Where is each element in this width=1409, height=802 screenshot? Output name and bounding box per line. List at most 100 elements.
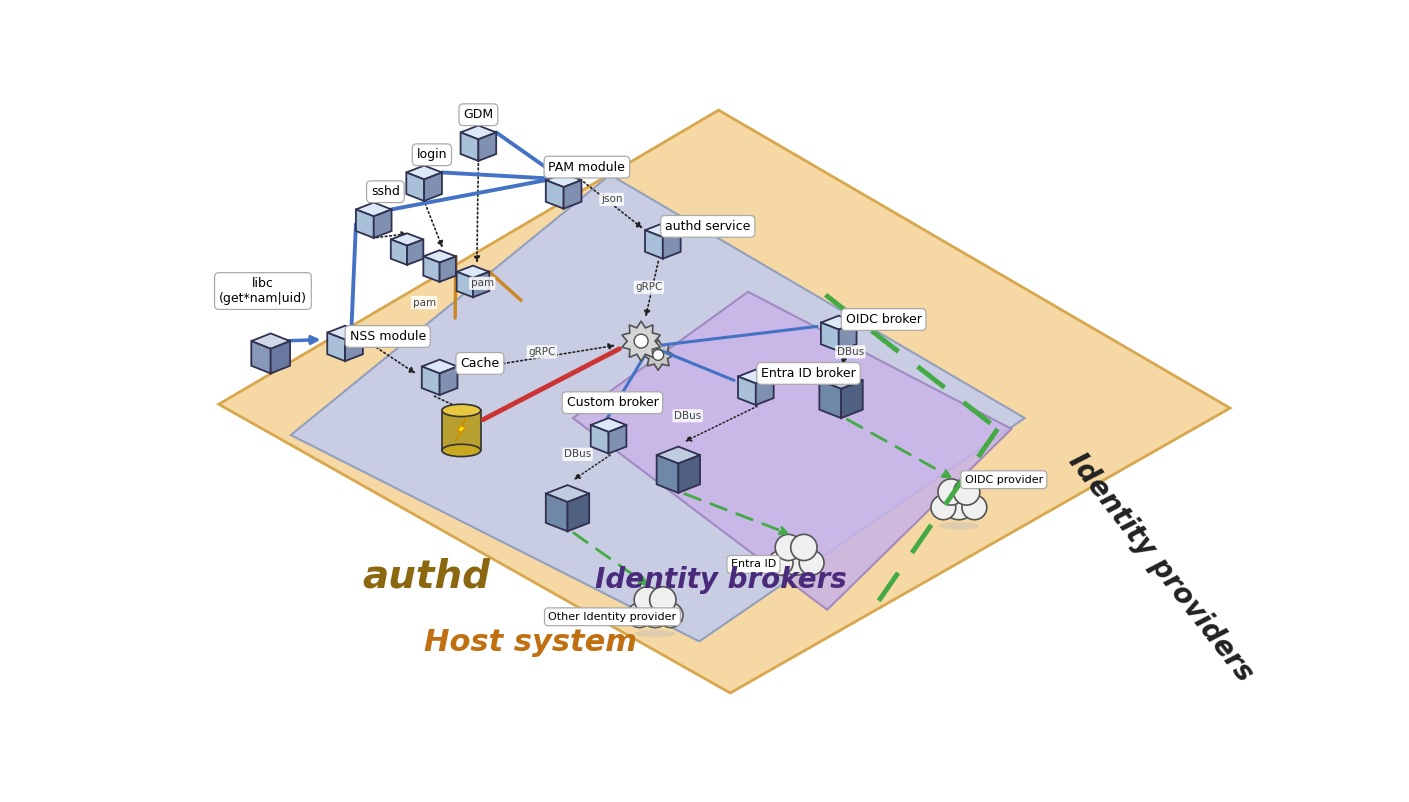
- Text: Entra ID broker: Entra ID broker: [761, 367, 855, 380]
- Text: sshd: sshd: [371, 185, 400, 198]
- Polygon shape: [573, 292, 1012, 610]
- Polygon shape: [423, 250, 457, 262]
- Polygon shape: [820, 372, 862, 389]
- Circle shape: [634, 587, 661, 613]
- Circle shape: [938, 479, 964, 505]
- Polygon shape: [461, 125, 496, 140]
- Ellipse shape: [442, 444, 480, 456]
- Polygon shape: [356, 202, 392, 217]
- Polygon shape: [440, 367, 458, 395]
- Polygon shape: [327, 333, 345, 361]
- Polygon shape: [821, 316, 857, 330]
- Text: gRPC: gRPC: [635, 282, 662, 292]
- Text: gRPC: gRPC: [528, 347, 555, 357]
- Polygon shape: [473, 272, 489, 298]
- Polygon shape: [645, 223, 681, 237]
- Polygon shape: [440, 257, 457, 282]
- Polygon shape: [662, 230, 681, 259]
- Text: Identity brokers: Identity brokers: [595, 565, 847, 593]
- Circle shape: [652, 350, 664, 360]
- Polygon shape: [545, 173, 582, 187]
- Polygon shape: [218, 110, 1230, 693]
- Text: Custom broker: Custom broker: [566, 396, 658, 409]
- FancyBboxPatch shape: [442, 411, 480, 451]
- Polygon shape: [356, 209, 373, 238]
- Polygon shape: [327, 326, 364, 339]
- Polygon shape: [345, 333, 364, 361]
- Polygon shape: [645, 230, 662, 259]
- Circle shape: [634, 334, 648, 348]
- Polygon shape: [373, 209, 392, 238]
- Text: login: login: [417, 148, 447, 161]
- Circle shape: [775, 534, 802, 561]
- Polygon shape: [390, 240, 407, 265]
- Polygon shape: [423, 257, 440, 282]
- Text: DBus: DBus: [674, 411, 702, 421]
- Text: Other Identity provider: Other Identity provider: [548, 612, 676, 622]
- Polygon shape: [390, 233, 423, 245]
- Ellipse shape: [442, 404, 480, 416]
- Circle shape: [768, 550, 793, 575]
- Polygon shape: [251, 341, 271, 374]
- Polygon shape: [657, 455, 678, 492]
- Polygon shape: [755, 376, 774, 405]
- Circle shape: [658, 603, 683, 627]
- Polygon shape: [271, 341, 290, 374]
- Polygon shape: [841, 380, 862, 418]
- Polygon shape: [590, 418, 627, 432]
- Polygon shape: [406, 165, 442, 180]
- Polygon shape: [590, 425, 609, 453]
- Text: Cache: Cache: [461, 357, 499, 370]
- Polygon shape: [621, 321, 661, 361]
- Polygon shape: [479, 132, 496, 161]
- Polygon shape: [421, 367, 440, 395]
- Text: pam: pam: [471, 278, 493, 289]
- Circle shape: [941, 486, 976, 520]
- Text: OIDC broker: OIDC broker: [845, 313, 921, 326]
- Polygon shape: [421, 359, 458, 374]
- Circle shape: [799, 550, 824, 575]
- Polygon shape: [461, 132, 479, 161]
- Polygon shape: [290, 175, 1024, 642]
- Text: Identity providers: Identity providers: [1062, 448, 1258, 687]
- Polygon shape: [564, 180, 582, 209]
- Text: authd: authd: [362, 557, 490, 596]
- Polygon shape: [657, 447, 700, 464]
- Polygon shape: [838, 322, 857, 351]
- Polygon shape: [457, 265, 489, 278]
- Polygon shape: [643, 339, 674, 371]
- Ellipse shape: [635, 630, 675, 638]
- Text: PAM module: PAM module: [548, 160, 626, 173]
- Circle shape: [627, 603, 652, 627]
- Polygon shape: [455, 416, 468, 441]
- Polygon shape: [407, 240, 423, 265]
- Circle shape: [962, 495, 986, 520]
- Polygon shape: [457, 272, 473, 298]
- Text: DBus: DBus: [837, 347, 864, 357]
- Text: OIDC provider: OIDC provider: [965, 475, 1043, 484]
- Polygon shape: [820, 380, 841, 418]
- Polygon shape: [545, 485, 589, 502]
- Polygon shape: [821, 322, 838, 351]
- Ellipse shape: [938, 522, 979, 530]
- Text: DBus: DBus: [564, 449, 592, 460]
- Text: authd service: authd service: [665, 220, 751, 233]
- Circle shape: [779, 541, 813, 575]
- Circle shape: [790, 534, 817, 561]
- Text: GDM: GDM: [464, 108, 493, 121]
- Text: libc
(get*nam|uid): libc (get*nam|uid): [218, 277, 307, 305]
- Polygon shape: [545, 180, 564, 209]
- Polygon shape: [251, 334, 290, 349]
- Circle shape: [931, 495, 955, 520]
- Text: pam: pam: [413, 298, 435, 308]
- Polygon shape: [424, 172, 442, 201]
- Circle shape: [954, 479, 979, 505]
- Text: NSS module: NSS module: [349, 330, 426, 343]
- Text: json: json: [600, 194, 623, 205]
- Text: Entra ID: Entra ID: [731, 560, 776, 569]
- Polygon shape: [568, 493, 589, 531]
- Polygon shape: [406, 172, 424, 201]
- Circle shape: [650, 587, 676, 613]
- Polygon shape: [738, 370, 774, 383]
- Ellipse shape: [776, 577, 816, 585]
